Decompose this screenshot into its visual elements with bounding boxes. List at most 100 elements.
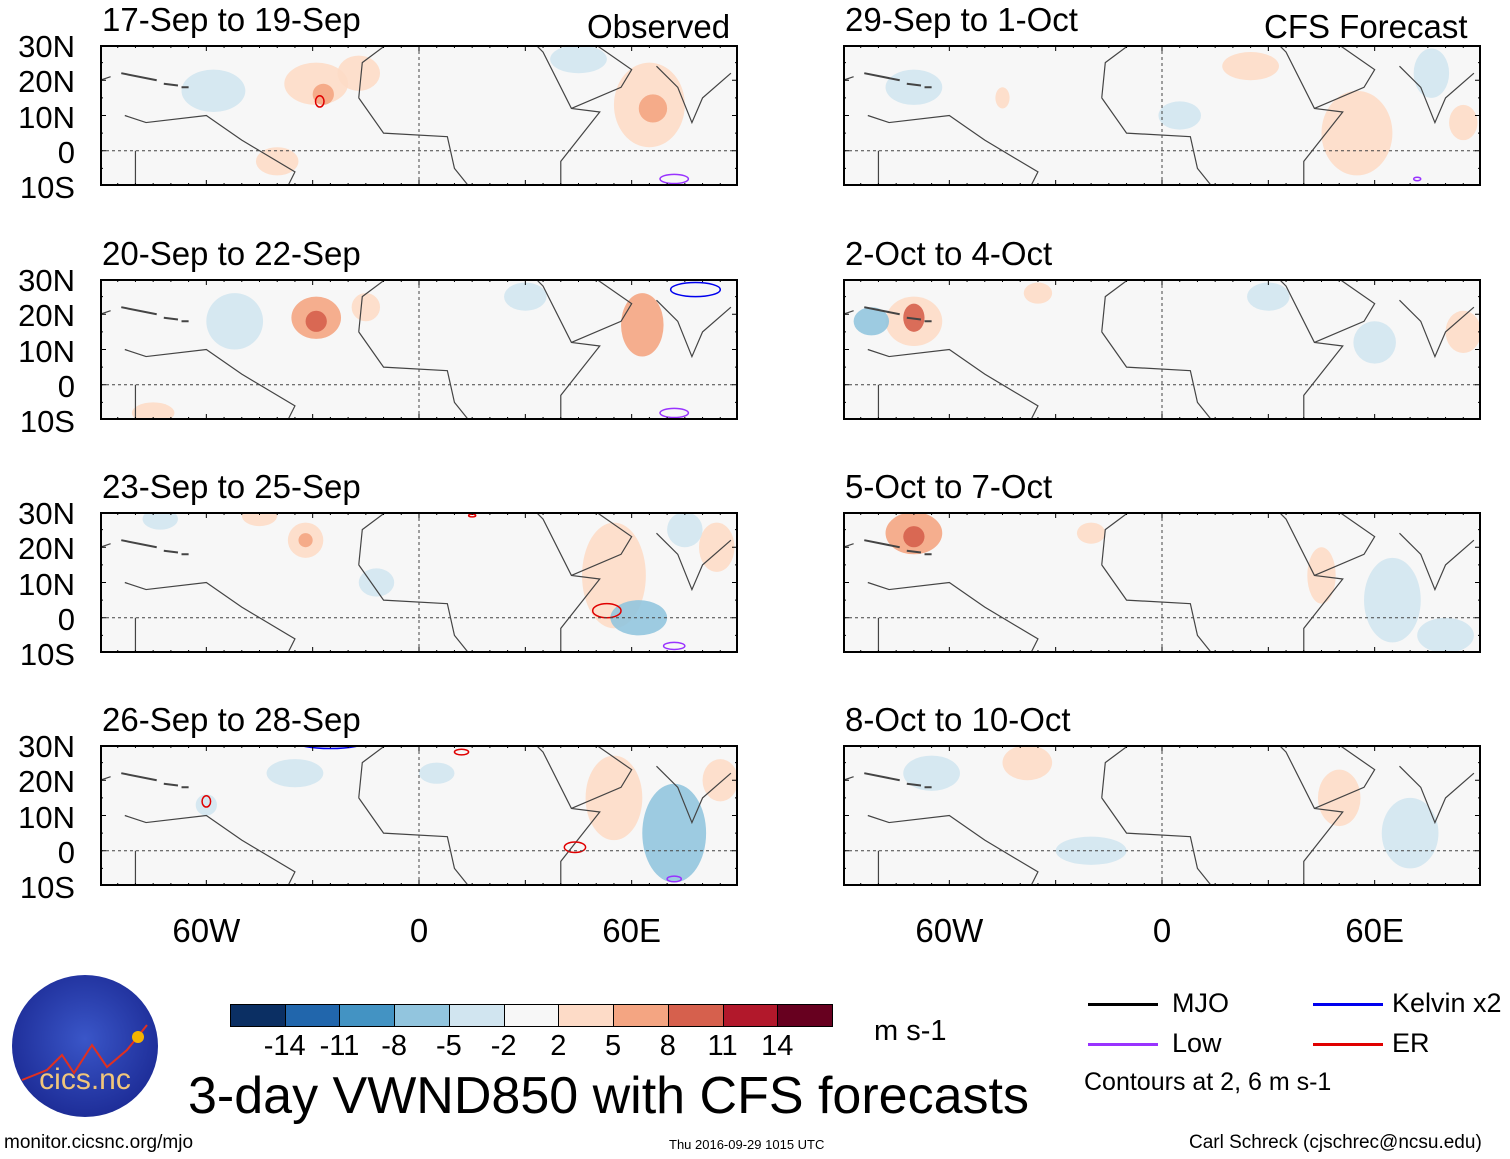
observed-header: Observed <box>587 8 731 45</box>
lat-label: 30N <box>18 496 75 531</box>
wave-contour <box>453 748 470 756</box>
anomaly-blob <box>419 762 455 784</box>
colorbar-swatch <box>558 1004 615 1027</box>
anomaly-blob <box>206 293 264 350</box>
colorbar-swatch <box>339 1004 396 1027</box>
panel-title: 5-Oct to 7-Oct <box>845 468 1053 505</box>
coastlines <box>843 512 1475 653</box>
logo-sun-icon <box>132 1031 144 1043</box>
map-panel <box>843 745 1481 886</box>
panel-title: 23-Sep to 25-Sep <box>102 468 361 505</box>
caribbean-islands <box>864 72 932 89</box>
colorbar-swatch <box>503 1004 560 1027</box>
coastlines <box>843 279 1475 420</box>
legend-low-line <box>1088 1043 1158 1046</box>
map-panel <box>100 512 738 653</box>
anomaly-blob <box>1353 321 1396 364</box>
anomaly-blob <box>358 568 395 597</box>
lon-label: 60W <box>172 912 241 949</box>
anomaly-blob <box>1002 745 1053 781</box>
anomaly-blob <box>1307 547 1336 604</box>
map-panel <box>100 745 738 886</box>
anomaly-blob <box>351 293 381 322</box>
anomaly-blob <box>195 794 217 816</box>
map-frame <box>100 279 738 420</box>
colorbar-swatch <box>777 1004 833 1027</box>
lat-label: 10N <box>18 566 75 602</box>
wave-contour <box>297 745 364 750</box>
anomaly-blob <box>1449 104 1478 141</box>
lat-label: 10N <box>18 333 75 369</box>
legend-er-line <box>1313 1043 1383 1046</box>
caribbean-islands <box>864 772 932 789</box>
anomaly-blob <box>1413 48 1450 98</box>
anomaly-blob <box>638 94 668 123</box>
colorbar-label: -14 <box>263 1030 306 1062</box>
anomaly-blob <box>1158 101 1201 130</box>
lon-label: 0 <box>1152 912 1172 949</box>
anomaly-blob <box>995 87 1010 109</box>
wave-contour <box>314 95 325 108</box>
lat-label: 10N <box>18 99 75 135</box>
wave-contour <box>659 407 690 419</box>
anomaly-blob <box>585 755 643 841</box>
anomaly-blob <box>142 512 178 530</box>
colorbar-label: 2 <box>550 1030 567 1062</box>
anomaly-blob <box>1381 797 1439 869</box>
anomaly-blob <box>1247 282 1290 311</box>
legend-kelvin-line <box>1313 1003 1383 1006</box>
lon-label: 60E <box>1345 912 1405 949</box>
anomaly-blob <box>699 522 735 572</box>
anomaly-blob <box>266 759 324 788</box>
panel-title: 17-Sep to 19-Sep <box>102 1 361 38</box>
coastlines <box>100 45 732 186</box>
colorbar-label: 8 <box>659 1030 676 1062</box>
lon-label: 0 <box>409 912 429 949</box>
coastlines <box>843 45 1475 186</box>
legend-mjo-line <box>1088 1003 1158 1006</box>
legend-er-label: ER <box>1392 1028 1430 1058</box>
anomaly-blob <box>885 69 943 105</box>
lat-label: 20N <box>18 531 75 567</box>
contour-note: Contours at 2, 6 m s-1 <box>1084 1068 1332 1096</box>
panel-title: 29-Sep to 1-Oct <box>845 1 1078 38</box>
anomaly-blob <box>642 783 707 883</box>
anomaly-blob <box>903 755 960 791</box>
lat-label: 0 <box>57 134 75 170</box>
anomaly-blob <box>337 55 381 91</box>
legend-low-label: Low <box>1172 1028 1222 1058</box>
caribbean-islands <box>864 539 932 556</box>
lat-label: 10S <box>19 170 75 205</box>
wave-contour <box>666 875 683 883</box>
colorbar-swatch <box>667 1004 724 1027</box>
cics-logo: cics.nc <box>12 975 158 1117</box>
coastlines <box>100 745 732 886</box>
anomaly-blob <box>1364 557 1421 643</box>
map-frame <box>843 45 1481 186</box>
anomaly-blob <box>1321 90 1393 176</box>
panel-title: 2-Oct to 4-Oct <box>845 235 1053 272</box>
lat-label: 30N <box>18 729 75 764</box>
anomaly-blob <box>312 83 334 105</box>
footer-url[interactable]: monitor.cicsnc.org/mjo <box>4 1132 194 1153</box>
colorbar-swatch <box>284 1004 341 1027</box>
wave-contour <box>201 795 212 808</box>
colorbar-label: -2 <box>490 1030 517 1062</box>
lat-label: 20N <box>18 298 75 334</box>
anomaly-blob <box>621 293 664 357</box>
anomaly-blob <box>131 402 175 420</box>
anomaly-blob <box>1076 522 1106 544</box>
lat-label: 0 <box>57 368 75 404</box>
anomaly-blob <box>903 526 925 548</box>
anomaly-blob <box>1023 282 1053 304</box>
lon-label: 60E <box>602 912 662 949</box>
anomaly-blob <box>241 512 278 527</box>
logo-mountains <box>21 1024 148 1081</box>
footer-timestamp: Thu 2016-09-29 1015 UTC <box>669 1137 825 1152</box>
map-frame <box>843 512 1481 653</box>
wave-contour <box>669 281 722 298</box>
lat-label: 10S <box>19 637 75 672</box>
lat-label: 30N <box>18 263 75 298</box>
map-frame <box>100 745 738 886</box>
